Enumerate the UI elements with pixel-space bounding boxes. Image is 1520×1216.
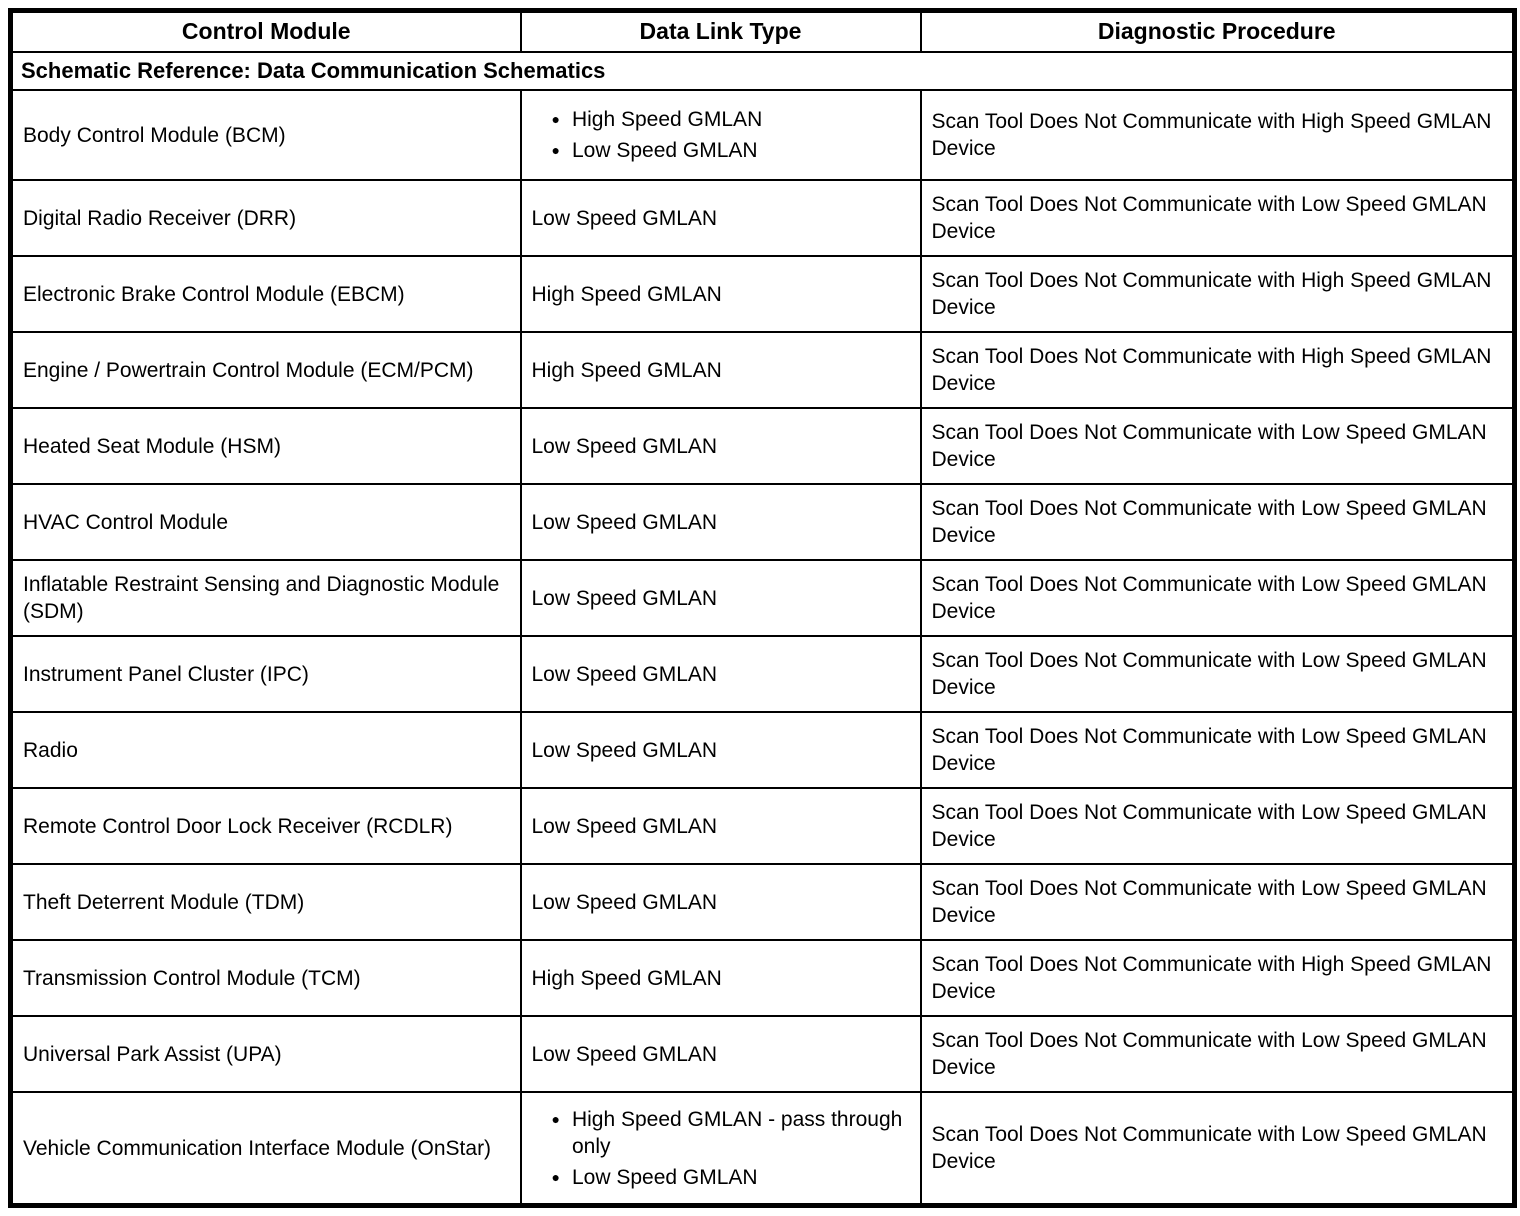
diagnostic-procedure-cell: Scan Tool Does Not Communicate with Low … — [919, 483, 1516, 562]
control-module-cell: Universal Park Assist (UPA) — [9, 1015, 522, 1094]
table-row: Universal Park Assist (UPA) Low Speed GML… — [9, 1015, 1516, 1094]
data-link-type-cell: Low Speed GMLAN — [519, 787, 922, 866]
schematic-reference-text: Schematic Reference: Data Communication … — [9, 50, 1516, 92]
header-data-link-type: Data Link Type — [519, 9, 922, 53]
control-module-cell: Body Control Module (BCM) — [9, 89, 522, 182]
control-module-cell: Vehicle Communication Interface Module (… — [9, 1091, 522, 1207]
table-row: Theft Deterrent Module (TDM) Low Speed GM… — [9, 863, 1516, 942]
table-row: Remote Control Door Lock Receiver (RCDLR… — [9, 787, 1516, 866]
data-link-bullet-item: ● High Speed GMLAN - pass through only — [552, 1106, 910, 1161]
header-diagnostic-procedure: Diagnostic Procedure — [919, 9, 1516, 53]
table-row: HVAC Control Module Low Speed GMLAN Scan T… — [9, 483, 1516, 562]
diagnostic-procedure-cell: Scan Tool Does Not Communicate with Low … — [919, 863, 1516, 942]
control-module-cell: Digital Radio Receiver (DRR) — [9, 179, 522, 258]
control-module-cell: Engine / Powertrain Control Module (ECM/… — [9, 331, 522, 410]
data-link-type-cell: High Speed GMLAN — [519, 939, 922, 1018]
table-row: Heated Seat Module (HSM) Low Speed GMLAN S… — [9, 407, 1516, 486]
control-module-cell: Transmission Control Module (TCM) — [9, 939, 522, 1018]
bullet-icon: ● — [551, 1169, 560, 1186]
data-link-type-cell: Low Speed GMLAN — [519, 559, 922, 638]
table-row: Vehicle Communication Interface Module (… — [9, 1091, 1516, 1207]
table-row: Instrument Panel Cluster (IPC) Low Speed … — [9, 635, 1516, 714]
table-body: Body Control Module (BCM) ● High Speed GML… — [9, 89, 1516, 1207]
diagnostic-procedure-cell: Scan Tool Does Not Communicate with Low … — [919, 559, 1516, 638]
diagnostic-procedure-cell: Scan Tool Does Not Communicate with Low … — [919, 407, 1516, 486]
diagnostic-procedure-cell: Scan Tool Does Not Communicate with Low … — [919, 711, 1516, 790]
control-module-cell: Remote Control Door Lock Receiver (RCDLR… — [9, 787, 522, 866]
data-link-bullet-list: ● High Speed GMLAN - pass through only ● Lo… — [532, 1106, 910, 1192]
diagnostic-procedure-cell: Scan Tool Does Not Communicate with High… — [919, 331, 1516, 410]
data-link-label: Low Speed GMLAN — [571, 1166, 758, 1190]
control-module-cell: Electronic Brake Control Module (EBCM) — [9, 255, 522, 334]
table-row: Body Control Module (BCM) ● High Speed GML… — [9, 89, 1516, 182]
bullet-icon: ● — [551, 111, 560, 128]
data-link-type-cell: Low Speed GMLAN — [519, 1015, 922, 1094]
data-link-label: High Speed GMLAN - pass through only — [571, 1107, 903, 1158]
control-module-cell: Theft Deterrent Module (TDM) — [9, 863, 522, 942]
data-link-bullet-item: ● Low Speed GMLAN — [552, 137, 910, 164]
diagnostic-procedure-cell: Scan Tool Does Not Communicate with Low … — [919, 1091, 1516, 1207]
table-row: Transmission Control Module (TCM) High Sp… — [9, 939, 1516, 1018]
control-module-cell: Inflatable Restraint Sensing and Diagnos… — [9, 559, 522, 638]
control-module-cell: Radio — [9, 711, 522, 790]
data-link-bullet-item: ● High Speed GMLAN — [552, 106, 910, 133]
diagnostic-procedure-cell: Scan Tool Does Not Communicate with Low … — [919, 1015, 1516, 1094]
data-link-type-cell: Low Speed GMLAN — [519, 711, 922, 790]
bullet-icon: ● — [551, 142, 560, 159]
table-row: Electronic Brake Control Module (EBCM) Hi… — [9, 255, 1516, 334]
data-link-type-cell: Low Speed GMLAN — [519, 179, 922, 258]
table-header: Control Module Data Link Type Diagnostic… — [9, 9, 1516, 92]
diagnostic-procedure-cell: Scan Tool Does Not Communicate with High… — [919, 939, 1516, 1018]
diagnostic-procedure-cell: Scan Tool Does Not Communicate with High… — [919, 255, 1516, 334]
data-link-type-cell: ● High Speed GMLAN ● Low Speed GMLAN — [519, 89, 922, 182]
table-row: Inflatable Restraint Sensing and Diagnos… — [9, 559, 1516, 638]
table-row: Radio Low Speed GMLAN Scan Tool Does Not C… — [9, 711, 1516, 790]
header-row: Control Module Data Link Type Diagnostic… — [9, 9, 1516, 53]
data-link-type-cell: Low Speed GMLAN — [519, 407, 922, 486]
data-link-label: High Speed GMLAN — [571, 108, 763, 132]
control-module-cell: Instrument Panel Cluster (IPC) — [9, 635, 522, 714]
diagnostic-reference-table: Control Module Data Link Type Diagnostic… — [8, 8, 1517, 1209]
data-link-type-cell: Low Speed GMLAN — [519, 483, 922, 562]
diagnostic-procedure-cell: Scan Tool Does Not Communicate with Low … — [919, 179, 1516, 258]
bullet-icon: ● — [551, 1110, 560, 1127]
table-row: Digital Radio Receiver (DRR) Low Speed GM… — [9, 179, 1516, 258]
schematic-reference-row: Schematic Reference: Data Communication … — [9, 50, 1516, 92]
data-link-bullet-item: ● Low Speed GMLAN — [552, 1164, 910, 1191]
control-module-cell: Heated Seat Module (HSM) — [9, 407, 522, 486]
header-control-module: Control Module — [9, 9, 522, 53]
diagnostic-procedure-cell: Scan Tool Does Not Communicate with Low … — [919, 635, 1516, 714]
table-row: Engine / Powertrain Control Module (ECM/… — [9, 331, 1516, 410]
diagnostic-procedure-cell: Scan Tool Does Not Communicate with Low … — [919, 787, 1516, 866]
diagnostic-procedure-cell: Scan Tool Does Not Communicate with High… — [919, 89, 1516, 182]
data-link-type-cell: High Speed GMLAN — [519, 255, 922, 334]
data-link-bullet-list: ● High Speed GMLAN ● Low Speed GMLAN — [532, 106, 910, 165]
control-module-cell: HVAC Control Module — [9, 483, 522, 562]
data-link-type-cell: ● High Speed GMLAN - pass through only ● Lo… — [519, 1091, 922, 1207]
data-link-type-cell: High Speed GMLAN — [519, 331, 922, 410]
data-link-type-cell: Low Speed GMLAN — [519, 863, 922, 942]
data-link-label: Low Speed GMLAN — [571, 139, 758, 163]
data-link-type-cell: Low Speed GMLAN — [519, 635, 922, 714]
